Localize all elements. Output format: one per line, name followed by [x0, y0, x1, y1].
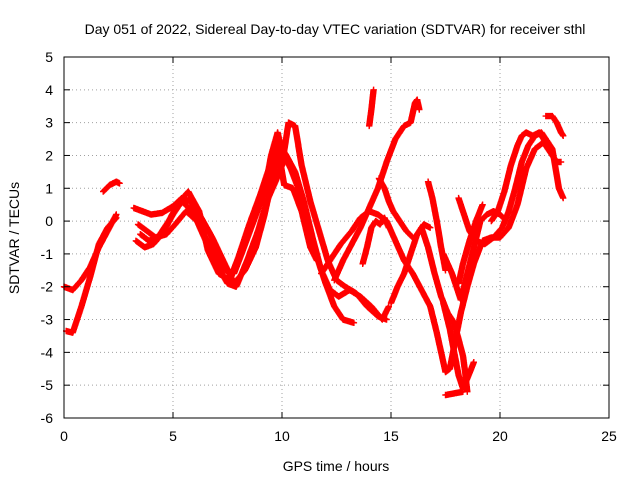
- y-tick-label: 0: [45, 213, 53, 229]
- series-track-3: [100, 178, 123, 195]
- y-tick-label: -2: [41, 279, 54, 295]
- y-tick-label: 4: [45, 82, 53, 98]
- y-tick-label: 3: [45, 115, 53, 131]
- y-tick-label: 5: [45, 49, 53, 65]
- series-track-13: [387, 221, 434, 307]
- data-point-markers: [331, 96, 423, 284]
- series-track-11: [375, 175, 416, 241]
- series-track-16: [440, 299, 477, 392]
- x-tick-label: 0: [60, 428, 68, 444]
- y-tick-label: -1: [41, 246, 54, 262]
- data-point-markers: [100, 178, 123, 195]
- series-track-9: [331, 96, 423, 284]
- x-tick-label: 15: [383, 428, 399, 444]
- series-track-22: [542, 112, 567, 139]
- series-track-17: [442, 388, 467, 399]
- data-point-markers: [488, 129, 552, 225]
- data-point-markers: [137, 142, 321, 284]
- data-point-markers: [375, 175, 416, 241]
- data-point-markers: [440, 299, 477, 392]
- x-tick-label: 25: [601, 428, 617, 444]
- data-point-markers: [63, 214, 120, 336]
- x-axis-label: GPS time / hours: [283, 458, 390, 474]
- plot-frame: [63, 56, 610, 419]
- data-point-markers: [387, 221, 434, 307]
- y-tick-label: 2: [45, 147, 53, 163]
- y-tick-label: -3: [41, 312, 54, 328]
- y-tick-label: -6: [41, 410, 54, 426]
- y-axis-label: SDTVAR / TECUs: [6, 182, 22, 294]
- x-tick-label: 10: [274, 428, 290, 444]
- series-track-10: [359, 214, 392, 267]
- series-track-12: [366, 86, 377, 130]
- chart-title: Day 051 of 2022, Sidereal Day-to-day VTE…: [85, 21, 586, 37]
- data-point-markers: [359, 214, 392, 267]
- y-tick-label: -4: [41, 344, 54, 360]
- series-track-21: [488, 129, 552, 225]
- data-point-markers: [542, 112, 567, 139]
- data-point-markers: [366, 86, 377, 130]
- ticks: 0 5 10 15 20 25 -6 -5 -4 -3 -2 -1 0 1 2 3 4 5: [41, 49, 617, 444]
- data-point-markers: [442, 388, 467, 399]
- series-track-7: [137, 142, 321, 284]
- x-tick-label: 20: [492, 428, 508, 444]
- y-tick-label: -5: [41, 377, 54, 393]
- series-track-2: [63, 214, 120, 336]
- data-marks: [60, 86, 567, 399]
- y-tick-label: 1: [45, 180, 53, 196]
- x-tick-label: 5: [169, 428, 177, 444]
